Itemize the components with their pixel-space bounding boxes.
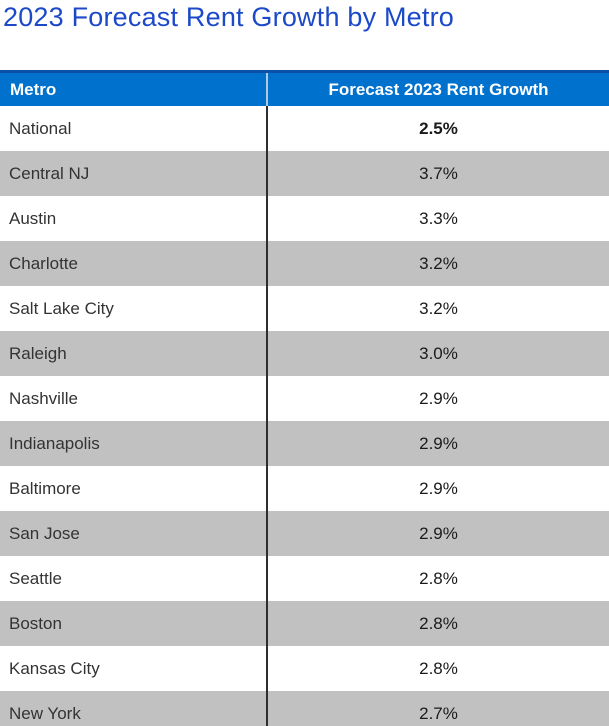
rent-growth-table: Metro Forecast 2023 Rent Growth National… — [0, 70, 609, 726]
table-row: Salt Lake City 3.2% — [0, 286, 609, 331]
table-row: Indianapolis 2.9% — [0, 421, 609, 466]
table-row: Charlotte 3.2% — [0, 241, 609, 286]
rent-growth-value-cell: 2.7% — [419, 703, 458, 723]
metro-cell: Baltimore — [0, 466, 268, 511]
rent-growth-value-cell: 3.7% — [419, 163, 458, 183]
rent-growth-value-cell: 3.0% — [419, 343, 458, 363]
metro-cell: Salt Lake City — [0, 286, 268, 331]
table-body: National 2.5% Central NJ 3.7% Austin 3.3% Char… — [0, 106, 609, 726]
table-row: Boston 2.8% — [0, 601, 609, 646]
table-row: Baltimore 2.9% — [0, 466, 609, 511]
metro-cell: Raleigh — [0, 331, 268, 376]
table-row: Austin 3.3% — [0, 196, 609, 241]
metro-cell: Central NJ — [0, 151, 268, 196]
table-row: New York 2.7% — [0, 691, 609, 726]
rent-growth-value-cell: 2.8% — [419, 613, 458, 633]
rent-growth-value-cell: 2.8% — [419, 568, 458, 588]
rent-growth-value-cell: 2.9% — [419, 388, 458, 408]
metro-cell: Austin — [0, 196, 268, 241]
rent-growth-value-cell: 2.5% — [419, 118, 458, 138]
table-row: Central NJ 3.7% — [0, 151, 609, 196]
metro-cell: San Jose — [0, 511, 268, 556]
table-row: Nashville 2.9% — [0, 376, 609, 421]
rent-growth-value-cell: 2.9% — [419, 478, 458, 498]
table-row: Raleigh 3.0% — [0, 331, 609, 376]
rent-growth-value-cell: 3.2% — [419, 253, 458, 273]
rent-growth-value-cell: 2.9% — [419, 523, 458, 543]
metro-cell: Nashville — [0, 376, 268, 421]
metro-cell: National — [0, 106, 268, 151]
metro-cell: Kansas City — [0, 646, 268, 691]
rent-growth-value-cell: 2.8% — [419, 658, 458, 678]
metro-cell: Charlotte — [0, 241, 268, 286]
table-row: Kansas City 2.8% — [0, 646, 609, 691]
page-title: 2023 Forecast Rent Growth by Metro — [3, 2, 454, 32]
table-row: National 2.5% — [0, 106, 609, 151]
rent-growth-value-cell: 3.3% — [419, 208, 458, 228]
rent-growth-value-cell: 2.9% — [419, 433, 458, 453]
rent-growth-value-cell: 3.2% — [419, 298, 458, 318]
table-header-row: Metro Forecast 2023 Rent Growth — [0, 70, 609, 106]
column-header-forecast-rent-growth: Forecast 2023 Rent Growth — [328, 79, 549, 99]
metro-cell: Boston — [0, 601, 268, 646]
table-row: Seattle 2.8% — [0, 556, 609, 601]
metro-cell: New York — [0, 691, 268, 726]
metro-cell: Indianapolis — [0, 421, 268, 466]
metro-cell: Seattle — [0, 556, 268, 601]
column-header-metro: Metro — [0, 73, 268, 106]
table-row: San Jose 2.9% — [0, 511, 609, 556]
